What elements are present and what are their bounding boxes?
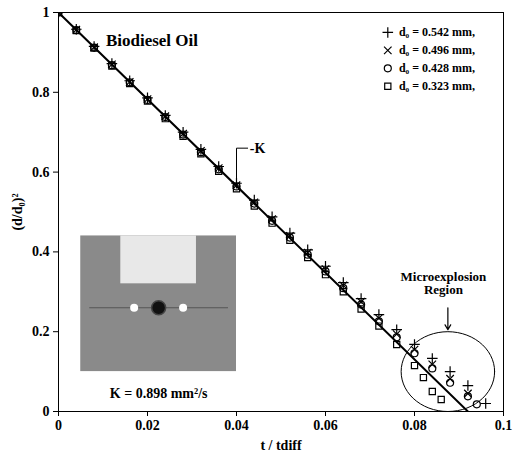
- svg-text:0.06: 0.06: [313, 418, 338, 433]
- svg-text:-K: -K: [250, 141, 266, 156]
- svg-text:d₀ = 0.496 mm,: d₀ = 0.496 mm,: [399, 43, 475, 57]
- svg-text:d₀ = 0.323 mm,: d₀ = 0.323 mm,: [399, 79, 475, 93]
- svg-text:0.04: 0.04: [224, 418, 249, 433]
- svg-text:(d/d₀)²: (d/d₀)²: [10, 193, 26, 230]
- svg-text:K = 0.898 mm²/s: K = 0.898 mm²/s: [110, 386, 208, 401]
- svg-text:d₀ = 0.542 mm,: d₀ = 0.542 mm,: [399, 25, 475, 39]
- svg-text:d₀ = 0.428 mm,: d₀ = 0.428 mm,: [399, 61, 475, 75]
- svg-text:0.08: 0.08: [402, 418, 427, 433]
- svg-text:0.4: 0.4: [32, 244, 50, 259]
- svg-text:1: 1: [43, 5, 50, 20]
- svg-text:0.8: 0.8: [32, 85, 50, 100]
- svg-text:0.6: 0.6: [32, 165, 50, 180]
- svg-text:0.1: 0.1: [495, 418, 513, 433]
- svg-text:0: 0: [55, 418, 62, 433]
- svg-text:0.02: 0.02: [135, 418, 160, 433]
- svg-text:0: 0: [43, 404, 50, 419]
- svg-text:t / tdiff: t / tdiff: [260, 438, 302, 453]
- svg-text:0.2: 0.2: [32, 324, 50, 339]
- svg-text:MicroexplosionRegion: MicroexplosionRegion: [401, 269, 487, 297]
- svg-text:Biodiesel Oil: Biodiesel Oil: [106, 31, 198, 50]
